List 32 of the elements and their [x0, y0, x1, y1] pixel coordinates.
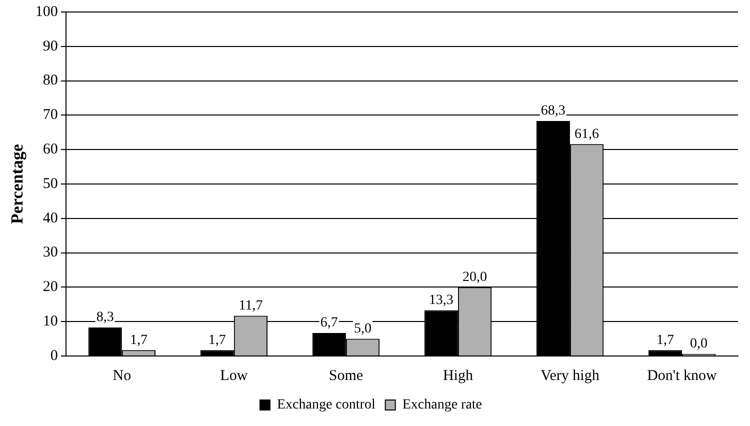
data-label: 5,0 — [354, 321, 372, 336]
x-tick-label: Very high — [540, 368, 600, 384]
y-tick-label: 40 — [42, 210, 58, 226]
data-label: 13,3 — [428, 292, 454, 308]
data-label: 0,0 — [690, 336, 708, 352]
y-axis-title: Percentage — [8, 144, 27, 224]
data-label: 1,7 — [130, 332, 148, 348]
x-tick-label: Don't know — [647, 368, 718, 384]
data-label: 11,7 — [238, 298, 263, 314]
data-label: 6,7 — [320, 316, 338, 331]
x-tick-label: High — [442, 368, 474, 384]
legend-label: Exchange control — [276, 398, 376, 413]
y-tick-label: 60 — [42, 142, 58, 158]
y-tick-label: 50 — [42, 176, 58, 192]
y-tick-label: 0 — [50, 348, 58, 364]
legend-label: Exchange rate — [402, 398, 482, 413]
data-label: 20,0 — [462, 270, 488, 285]
data-label: 1,7 — [208, 332, 226, 348]
y-tick-label: 30 — [42, 244, 58, 261]
data-label: 1,7 — [656, 332, 674, 348]
y-tick-label: 100 — [35, 4, 58, 20]
y-tick-label: 10 — [42, 314, 58, 330]
y-tick-label: 80 — [42, 72, 58, 89]
x-tick-label: No — [112, 368, 132, 384]
y-tick-label: 70 — [42, 107, 58, 124]
y-tick-label: 20 — [42, 279, 58, 296]
data-label: 8,3 — [96, 310, 114, 326]
data-label: 61,6 — [574, 126, 600, 142]
data-label: 68,3 — [540, 104, 566, 119]
y-tick-label: 90 — [42, 38, 58, 54]
x-tick-label: Some — [328, 368, 364, 384]
x-tick-label: Low — [220, 368, 248, 384]
